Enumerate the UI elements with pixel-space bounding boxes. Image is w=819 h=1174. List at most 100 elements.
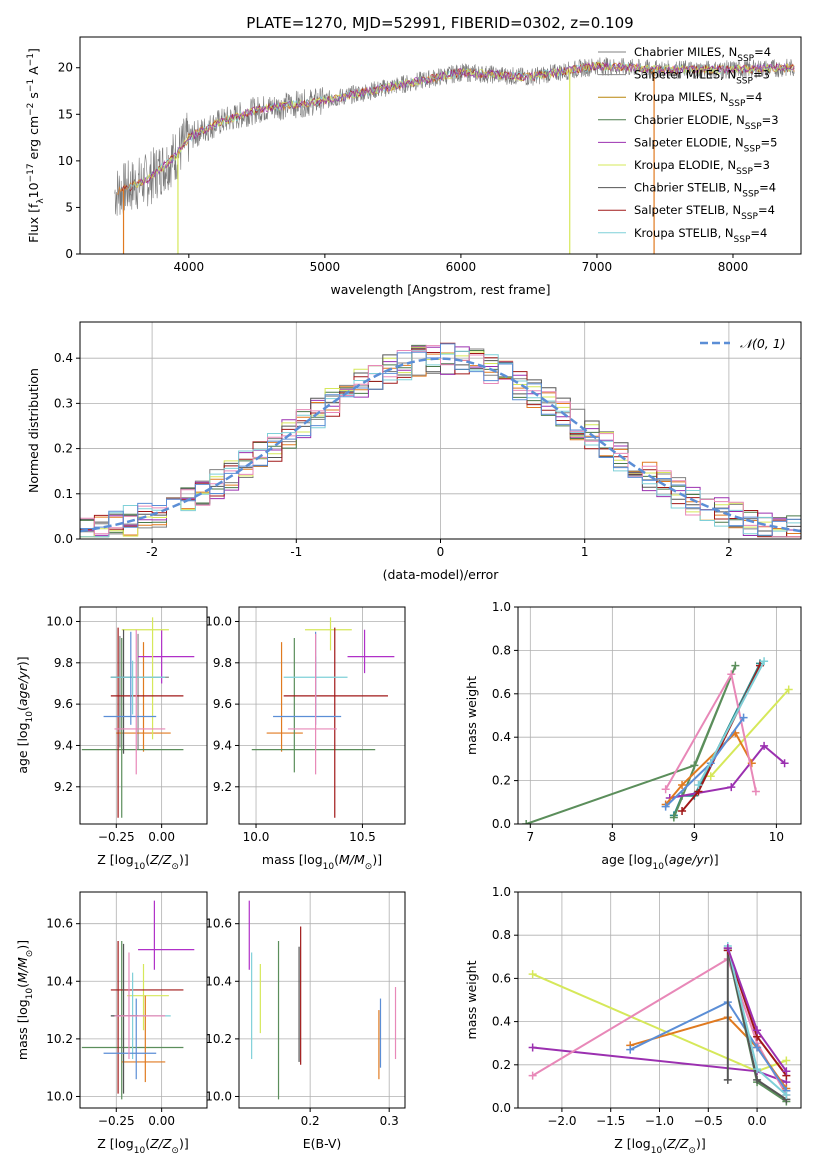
mass_vs_ebv-plot-area bbox=[248, 900, 397, 1100]
age_vs_Z-xtick-label: −0.25 bbox=[98, 830, 135, 844]
spectrum-legend-entry-1-part: =3 bbox=[753, 68, 770, 82]
mass_weight_Z-series-4 bbox=[629, 1000, 788, 1092]
spectrum-legend-entry-0: Chabrier MILES, NSSP=4 bbox=[634, 45, 771, 64]
spectrum-ylabel-part: λ bbox=[36, 198, 46, 204]
mass-vs-Z-ylabel-part: ( bbox=[15, 983, 30, 988]
age-vs-mass-xlabel-part: 10 bbox=[323, 862, 335, 872]
mass-vs-Z-xlabel-part: 10 bbox=[134, 1146, 146, 1156]
spectrum-legend-entry-0-part: =4 bbox=[754, 45, 771, 59]
age_vs_Z-xtick-label: 0.00 bbox=[148, 830, 175, 844]
age-vs-Z-ylabel-part: 10 bbox=[25, 711, 35, 723]
age-vs-Z-xlabel-part: Z [log bbox=[97, 852, 133, 867]
mass_weight_Z-marker bbox=[626, 1045, 635, 1054]
age_vs_mass-xtick-label: 10.5 bbox=[349, 830, 376, 844]
spectrum-legend-entry-7-part: Salpeter STELIB, N bbox=[634, 203, 741, 217]
mass-vs-Z-xlabel-part: ⊙ bbox=[171, 1146, 179, 1156]
figure-title: PLATE=1270, MJD=52991, FIBERID=0302, z=0… bbox=[246, 14, 633, 32]
spectrum-legend-entry-0-part: SSP bbox=[737, 54, 754, 64]
mass_weight_Z-marker bbox=[528, 970, 537, 979]
residuals-ytick-label: 0.2 bbox=[54, 442, 73, 456]
age-vs-Z-xlabel-part: ⊙ bbox=[171, 862, 179, 872]
age-vs-mass-xlabel-part: ⊙ bbox=[365, 862, 373, 872]
mass_weight_Z-xtick-label: −0.5 bbox=[694, 1114, 723, 1128]
age-vs-Z-ylabel-part: age [log bbox=[15, 722, 30, 773]
age-vs-mass-xlabel-part: M/M bbox=[339, 852, 365, 867]
mass_vs_Z-plot-area bbox=[81, 900, 195, 1100]
spectrum-legend-entry-5-part: =3 bbox=[753, 158, 770, 172]
mass_weight_age-marker bbox=[661, 802, 670, 811]
mass_weight_Z-marker bbox=[753, 1026, 762, 1035]
mass_weight_age-marker bbox=[678, 806, 687, 815]
mass_weight_Z-marker bbox=[723, 1075, 732, 1084]
mass_weight_Z-ytick-label: 0.4 bbox=[492, 1015, 511, 1029]
age-vs-Z-ylabel-part: )] bbox=[15, 656, 30, 666]
mass-weight-Z-xlabel-part: ( bbox=[662, 1136, 667, 1151]
mass_weight_Z-marker bbox=[528, 1043, 537, 1052]
age_vs_mass-ytick-label: 10.0 bbox=[205, 614, 232, 628]
age-vs-Z-xlabel: Z [log10(Z/Z⊙)] bbox=[97, 852, 188, 872]
mass-vs-Z-ylabel-part: mass [log bbox=[15, 999, 30, 1060]
age-vs-Z-ylabel-part: age/yr bbox=[15, 665, 30, 706]
spectrum-legend-entry-3-part: =3 bbox=[762, 113, 779, 127]
mass_weight_age-marker bbox=[669, 813, 678, 822]
mass_vs_Z-ytick-label: 10.4 bbox=[46, 974, 73, 988]
mass-weight-age-xlabel-part: 10 bbox=[653, 862, 665, 872]
age_vs_mass-ytick-label: 9.4 bbox=[213, 738, 232, 752]
spectrum-ytick-label: 15 bbox=[58, 107, 73, 121]
mass_vs_ebv-ytick-label: 10.4 bbox=[205, 974, 232, 988]
mass_vs_Z-axes: −0.25 0.00 10.0 10.2 10.4 10.6 bbox=[46, 891, 208, 1128]
spectrum-legend-entry-7: Salpeter STELIB, NSSP=4 bbox=[634, 203, 775, 222]
mass_weight_Z-marker bbox=[528, 1071, 537, 1080]
mass_vs_Z-xtick-label: −0.25 bbox=[98, 1114, 135, 1128]
age-vs-mass-xlabel: mass [log10(M/M⊙)] bbox=[262, 852, 382, 872]
age_vs_Z-ytick-label: 9.2 bbox=[54, 780, 73, 794]
age_vs_mass-ytick-label: 9.8 bbox=[213, 656, 232, 670]
age_vs_Z-ytick-label: 9.8 bbox=[54, 656, 73, 670]
mass_weight_age-marker bbox=[760, 657, 769, 666]
spectrum-legend-entry-1-part: Salpeter MILES, N bbox=[634, 68, 736, 82]
mass-weight-Z-xlabel-part: ⊙ bbox=[688, 1146, 696, 1156]
mass_weight_age-axes: 7 8 9 10 0.0 0.2 0.4 0.6 0.8 1.0 bbox=[492, 600, 802, 844]
age_vs_Z-ytick-label: 9.4 bbox=[54, 738, 73, 752]
residuals-xtick-label: -1 bbox=[290, 545, 302, 559]
mass_vs_Z-ytick-label: 10.2 bbox=[46, 1032, 73, 1046]
mass_weight_age-xtick-label: 8 bbox=[609, 830, 617, 844]
mass-weight-Z-xlabel-part: Z/Z bbox=[666, 1136, 689, 1151]
mass_weight_age-marker bbox=[780, 759, 789, 768]
mass_weight_age-ytick-label: 1.0 bbox=[492, 600, 511, 614]
mass_weight_age-marker bbox=[522, 820, 531, 824]
spectrum-xtick-label: 6000 bbox=[446, 260, 477, 274]
spectrum-legend-entry-2-part: SSP bbox=[729, 99, 746, 109]
spectrum-legend-entry-4: Salpeter ELODIE, NSSP=5 bbox=[634, 135, 777, 154]
spectrum-ylabel-part: A bbox=[26, 66, 41, 79]
mass_weight_Z-series-6 bbox=[726, 947, 787, 1101]
residuals-ytick-label: 0.4 bbox=[54, 351, 73, 365]
mass-vs-ebv-xlabel: E(B-V) bbox=[303, 1136, 342, 1151]
mass-weight-Z-xlabel-part: )] bbox=[696, 1136, 706, 1151]
spectrum-ylabel-part: Flux [f bbox=[26, 203, 41, 243]
mass_weight_age-plot-area bbox=[522, 657, 793, 824]
age_vs_Z-frame bbox=[79, 606, 208, 825]
spectrum-legend-entry-6: Chabrier STELIB, NSSP=4 bbox=[634, 181, 776, 200]
age_vs_mass-plot-area bbox=[251, 617, 395, 818]
spectrum-xlabel: wavelength [Angstrom, rest frame] bbox=[330, 282, 550, 297]
age-vs-mass-xlabel-part: mass [log bbox=[262, 852, 323, 867]
mass_vs_Z-xtick-label: 0.00 bbox=[148, 1114, 175, 1128]
spectrum-legend-entry-1: Salpeter MILES, NSSP=3 bbox=[634, 68, 770, 87]
age-vs-Z-xlabel-part: Z/Z bbox=[149, 852, 172, 867]
mass_weight_Z-marker bbox=[723, 944, 732, 953]
mass_weight_Z-xtick-label: −1.0 bbox=[645, 1114, 674, 1128]
mass-vs-Z-ylabel-part: 10 bbox=[25, 988, 35, 1000]
spectrum-axes: 4000 5000 6000 7000 8000 0 5 10 15 20 bbox=[58, 36, 802, 274]
age_vs_Z-plot-area bbox=[81, 617, 195, 818]
mass-vs-Z-ylabel-part: M/M bbox=[15, 957, 30, 983]
age-vs-Z-xlabel-part: )] bbox=[179, 852, 189, 867]
mass_weight_age-ytick-label: 0.8 bbox=[492, 643, 511, 657]
residuals-ytick-label: 0.1 bbox=[54, 487, 73, 501]
spectrum-ylabel: Flux [fλ10−17 erg cm−2 s−1 A−1] bbox=[26, 48, 46, 243]
residuals-ytick-label: 0.0 bbox=[54, 532, 73, 546]
mass_weight_age-marker bbox=[690, 761, 699, 770]
spectrum-legend-entry-8: Kroupa STELIB, NSSP=4 bbox=[634, 226, 767, 245]
